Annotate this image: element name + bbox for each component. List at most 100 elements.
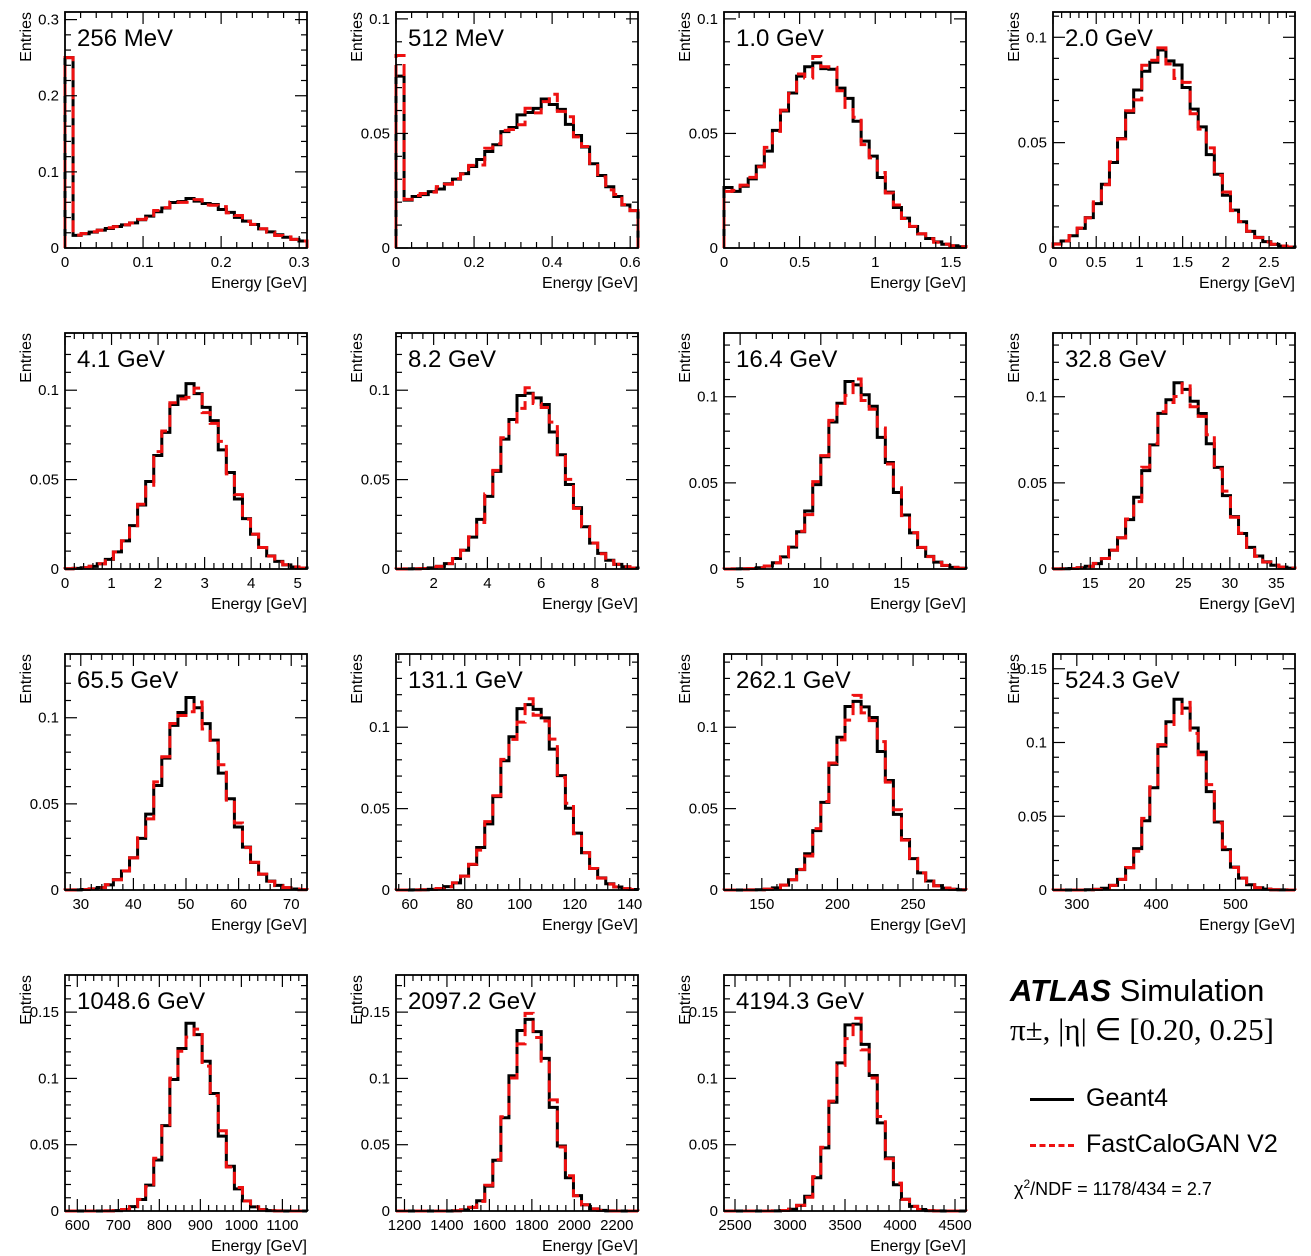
x-tick-label: 5 <box>294 575 302 592</box>
x-tick-label: 0.6 <box>620 254 641 271</box>
panel-energy-title: 4194.3 GeV <box>736 988 864 1015</box>
x-tick-label: 1 <box>1135 254 1143 271</box>
fastcalogan-histogram <box>394 54 640 248</box>
legend-entry-fastcalogan: FastCaloGAN V2 <box>1030 1130 1278 1159</box>
x-tick-label: 140 <box>617 896 642 913</box>
fastcalogan-histogram <box>65 1027 307 1213</box>
geant4-histogram <box>394 74 640 248</box>
x-tick-label: 0 <box>1049 254 1057 271</box>
x-tick-label: 0.1 <box>133 254 154 271</box>
fastcalogan-histogram <box>722 693 968 892</box>
x-axis-label: Energy [GeV] <box>542 1238 638 1255</box>
y-tick-label: 0.1 <box>697 719 718 736</box>
x-tick-label: 1800 <box>515 1217 548 1234</box>
y-tick-label: 0 <box>382 882 390 899</box>
geant4-histogram <box>722 699 968 892</box>
y-tick-label: 0.2 <box>38 88 59 105</box>
atlas-label: ATLAS Simulation <box>1010 973 1265 1008</box>
x-axis-label: Energy [GeV] <box>1199 917 1295 934</box>
x-tick-label: 0 <box>61 575 69 592</box>
x-tick-label: 0.2 <box>211 254 232 271</box>
y-tick-label: 0 <box>51 240 59 257</box>
fastcalogan-histogram <box>63 386 309 571</box>
x-tick-label: 4500 <box>938 1217 971 1234</box>
plot-frame <box>723 653 967 891</box>
x-tick-label: 25 <box>1175 575 1192 592</box>
y-tick-label: 0.05 <box>689 801 718 818</box>
panel-energy-title: 1.0 GeV <box>736 25 824 52</box>
y-tick-label: 0.15 <box>30 1004 59 1021</box>
y-tick-label: 0.05 <box>689 475 718 492</box>
x-axis-label: Energy [GeV] <box>211 917 307 934</box>
legend-swatch-fastcalogan <box>1030 1143 1074 1147</box>
geant4-histogram <box>63 56 309 248</box>
panel-energy-title: 16.4 GeV <box>736 346 837 373</box>
y-tick-label: 0.05 <box>30 796 59 813</box>
x-tick-label: 0 <box>61 254 69 271</box>
y-tick-label: 0 <box>51 1203 59 1220</box>
x-tick-label: 30 <box>72 896 89 913</box>
y-tick-label: 0.05 <box>361 801 390 818</box>
y-tick-label: 0 <box>1039 240 1047 257</box>
x-axis-label: Energy [GeV] <box>1199 275 1295 292</box>
panel-energy-title: 2097.2 GeV <box>408 988 536 1015</box>
plot-frame <box>395 332 639 570</box>
y-tick-label: 0.05 <box>30 472 59 489</box>
fastcalogan-histogram <box>722 377 968 571</box>
selection-label: π±, |η| ∈ [0.20, 0.25] <box>1010 1012 1274 1047</box>
y-tick-label: 0.1 <box>1026 389 1047 406</box>
histogram-panel: 0 0.05 0.1 60 80 100 120 140 Energy [GeV] Entries… <box>349 653 642 934</box>
x-tick-label: 2500 <box>718 1217 751 1234</box>
histogram-panel: 0 0.1 0.2 0.3 0 0.1 0.2 0.3 Energy [GeV] Entries 2… <box>18 11 310 292</box>
x-tick-label: 5 <box>736 575 744 592</box>
x-axis-label: Energy [GeV] <box>870 596 966 613</box>
y-tick-label: 0.05 <box>1018 475 1047 492</box>
y-axis-label: Entries <box>677 654 694 704</box>
panel-energy-title: 262.1 GeV <box>736 667 851 694</box>
histogram-panel: 0 0.05 0.1 0 0.5 1 1.5 Energy [GeV] Entries 1.0 G… <box>677 11 968 292</box>
y-tick-label: 0.1 <box>1026 735 1047 752</box>
x-tick-label: 1200 <box>388 1217 421 1234</box>
y-tick-label: 0.1 <box>38 710 59 727</box>
histogram-panel: 0 0.05 0.1 5 10 15 Energy [GeV] Entries 16.4 GeV <box>677 332 968 613</box>
panel-energy-title: 512 MeV <box>408 25 504 52</box>
geant4-histogram <box>1051 381 1297 571</box>
y-axis-label: Entries <box>18 12 35 62</box>
histogram-panel: 0 0.05 0.1 150 200 250 Energy [GeV] Entries 262.… <box>677 653 968 934</box>
x-axis-label: Energy [GeV] <box>1199 596 1295 613</box>
x-tick-label: 120 <box>562 896 587 913</box>
fastcalogan-histogram <box>63 56 309 248</box>
x-tick-label: 1100 <box>266 1217 298 1234</box>
y-tick-label: 0.1 <box>697 11 718 28</box>
y-tick-label: 0.1 <box>369 382 390 399</box>
x-tick-label: 0.5 <box>1086 254 1107 271</box>
y-tick-label: 0 <box>382 1203 390 1220</box>
y-tick-label: 0.05 <box>689 125 718 142</box>
y-tick-label: 0.1 <box>38 382 59 399</box>
x-tick-label: 3500 <box>828 1217 861 1234</box>
x-tick-label: 0.4 <box>542 254 563 271</box>
geant4-histogram <box>1051 697 1297 892</box>
geant4-histogram <box>722 380 968 571</box>
histogram-panel: 0 0.05 0.1 0.15 2500 3000 3500 4000 4500 Energy [… <box>677 974 972 1255</box>
x-tick-label: 15 <box>893 575 910 592</box>
y-tick-label: 0 <box>1039 561 1047 578</box>
y-tick-label: 0.1 <box>369 719 390 736</box>
y-tick-label: 0.05 <box>361 1137 390 1154</box>
x-tick-label: 800 <box>147 1217 172 1234</box>
y-tick-label: 0 <box>1039 882 1047 899</box>
x-axis-label: Energy [GeV] <box>870 1238 966 1255</box>
geant4-histogram <box>722 61 968 249</box>
plot-frame <box>395 11 639 249</box>
fastcalogan-histogram <box>1051 700 1297 892</box>
panel-energy-title: 256 MeV <box>77 25 173 52</box>
x-tick-label: 2000 <box>558 1217 591 1234</box>
x-tick-label: 3000 <box>773 1217 806 1234</box>
x-axis-label: Energy [GeV] <box>211 596 307 613</box>
x-axis-label: Energy [GeV] <box>542 917 638 934</box>
panel-energy-title: 1048.6 GeV <box>77 988 205 1015</box>
legend-swatch-geant4 <box>1030 1097 1074 1101</box>
y-tick-label: 0.05 <box>689 1137 718 1154</box>
fastcalogan-histogram <box>722 54 968 249</box>
x-tick-label: 700 <box>106 1217 131 1234</box>
